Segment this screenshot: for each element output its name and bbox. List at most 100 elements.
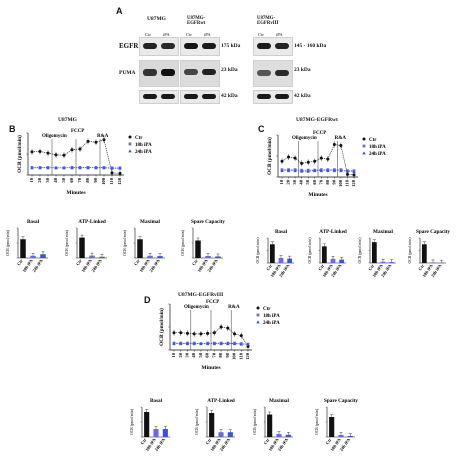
blot-egfr-3 [253,37,293,56]
bar-chart-title: Spare Capacity [416,229,450,235]
legend-label: 18h iPA [369,145,386,150]
annotation-oligomycin: Oligomycin [42,134,67,139]
x-tick-label: 50 [61,177,66,182]
annotation-fccp: FCCP [71,129,84,134]
series-line-2 [174,343,248,345]
data-point [192,341,196,346]
lane-label-ipa-1: iPA [163,32,170,37]
panel-b-title: U87MG [58,117,77,123]
blot-puma-3 [253,60,293,87]
bar-category-label: Ctr [191,258,199,266]
legend-marker [128,142,132,146]
data-point [226,341,230,346]
blot-puma-2 [180,60,220,87]
annotation-fccp: FCCP [313,131,326,136]
x-tick-label: 110 [345,179,350,186]
data-point [54,166,58,170]
bar-category-label: 24h iPA [31,258,44,274]
bar-1 [380,261,386,263]
legend-label: 24h iPA [369,152,386,157]
data-point [306,169,310,173]
y-axis-label: OCR (pmol/min) [16,135,23,173]
data-point [30,166,34,170]
x-tick-label: 100 [232,352,237,360]
bar-2 [157,256,163,258]
chart-d-timecourse: 10 20 30 40 50 60 70 80 90 100 110 120 Minutes OCR (p… [158,300,280,371]
annotation-fccp: FCCP [206,300,219,305]
data-point [62,166,66,170]
lane-label-ipa-3: iPA [276,32,283,37]
bar-2 [162,429,168,437]
x-tick-label: 10 [171,352,176,357]
bar-1 [276,434,282,437]
blot-puma-1 [139,60,179,87]
bar-category-label: Ctr [75,258,83,266]
bar-chart-title: Basal [27,219,40,225]
mw-egfr-right: 145 - 160 kDa [294,43,327,49]
legend-marker [128,149,132,153]
bar-2 [347,436,353,437]
x-tick-label: 50 [305,179,310,184]
bar-y-axis-label: OCR (pmol/min) [308,237,312,264]
bar-0 [269,244,275,263]
bar-y-axis-label: OCR (pmol/min) [358,237,362,264]
x-tick-label: 40 [53,177,58,182]
legend-label: 24h iPA [263,321,280,326]
bar-2 [215,256,221,258]
bar-1 [147,255,153,258]
bar-chart-title: ATP-Linked [319,229,347,235]
mw-puma-right: 23 kDa [294,67,311,73]
x-axis-label: Minutes [308,192,327,198]
data-point [205,341,210,346]
bar-chart-title: Spare Capacity [324,398,358,404]
bar-2 [99,256,105,258]
x-tick-label: 30 [45,177,50,182]
data-point [185,341,190,346]
data-point [352,169,356,174]
legend-marker [362,144,366,148]
lane-label-ctr-2: Ctr [186,32,192,37]
bar-category-label: 24h iPA [277,437,290,453]
x-tick-label: 110 [109,177,114,184]
lane-label-ctr-1: Ctr [145,32,151,37]
bar-1 [430,262,436,263]
x-tick-label: 90 [331,179,336,184]
x-tick-label: 60 [312,179,317,184]
bar-2 [389,262,395,263]
legend-label: Ctr [263,307,271,312]
bar-category-label: Ctr [263,437,271,445]
data-point [280,168,284,173]
x-tick-label: 80 [218,352,223,357]
legend-marker [362,137,366,141]
blot-actin-1 [139,90,179,104]
annotation-oligomycin: Oligomycin [184,305,209,310]
bar-y-axis-label: OCR (pmol/min) [123,229,127,256]
cell-line-label-egfrwt: U87MG-EGFRwt [187,16,206,26]
x-tick-label: 80 [325,179,330,184]
bar-category-label: 24h iPA [90,258,103,274]
bar-1 [205,256,211,258]
x-tick-label: 120 [117,177,122,185]
bar-y-axis-label: OCR (pmol/min) [315,408,319,435]
x-tick-label: 50 [198,352,203,357]
data-point [246,342,250,346]
bar-chart-title: Maximal [373,229,393,235]
legend-label: Ctr [369,138,377,143]
data-point [299,169,304,173]
chart-b-timecourse: 10 20 30 40 50 60 70 80 90 100 110 120 Minutes OCR (p… [16,129,152,196]
x-tick-label: 80 [85,177,90,182]
panel-d-title: U87MG-EGFRvIII [178,292,224,298]
bar-1 [89,255,95,258]
blot-egfr-1 [139,37,179,56]
data-point [293,168,297,173]
data-point [118,166,122,170]
bar-2 [227,432,233,437]
annotation-ra: R&A [228,305,240,310]
bar-category-label: Ctr [367,263,375,271]
